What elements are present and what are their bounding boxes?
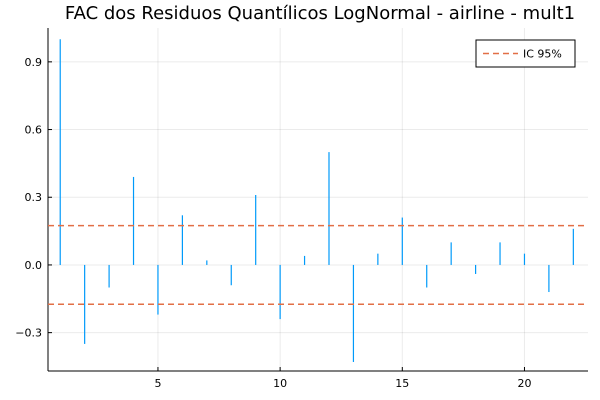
x-tick-label: 10: [273, 377, 287, 390]
y-tick-label: −0.3: [15, 327, 42, 340]
legend-label-ci: IC 95%: [523, 48, 562, 61]
axes: [47, 28, 588, 372]
chart-title: FAC dos Residuos Quantílicos LogNormal -…: [65, 3, 575, 24]
legend: IC 95%: [475, 39, 576, 68]
bars: [59, 39, 574, 362]
x-tick-label: 5: [154, 377, 161, 390]
grid-lines: [48, 28, 588, 371]
y-tick-label: 0.3: [25, 191, 43, 204]
y-tick-label: 0.9: [25, 56, 43, 69]
x-tick-label: 20: [517, 377, 531, 390]
y-tick-label: 0.0: [25, 259, 43, 272]
x-tick-labels: 5 10 15 20: [154, 377, 531, 390]
confidence-lines: [48, 224, 588, 305]
x-tick-label: 15: [395, 377, 409, 390]
y-tick-labels: −0.3 0.0 0.3 0.6 0.9: [15, 56, 42, 340]
y-tick-label: 0.6: [25, 124, 43, 137]
legend-box: [475, 39, 576, 68]
